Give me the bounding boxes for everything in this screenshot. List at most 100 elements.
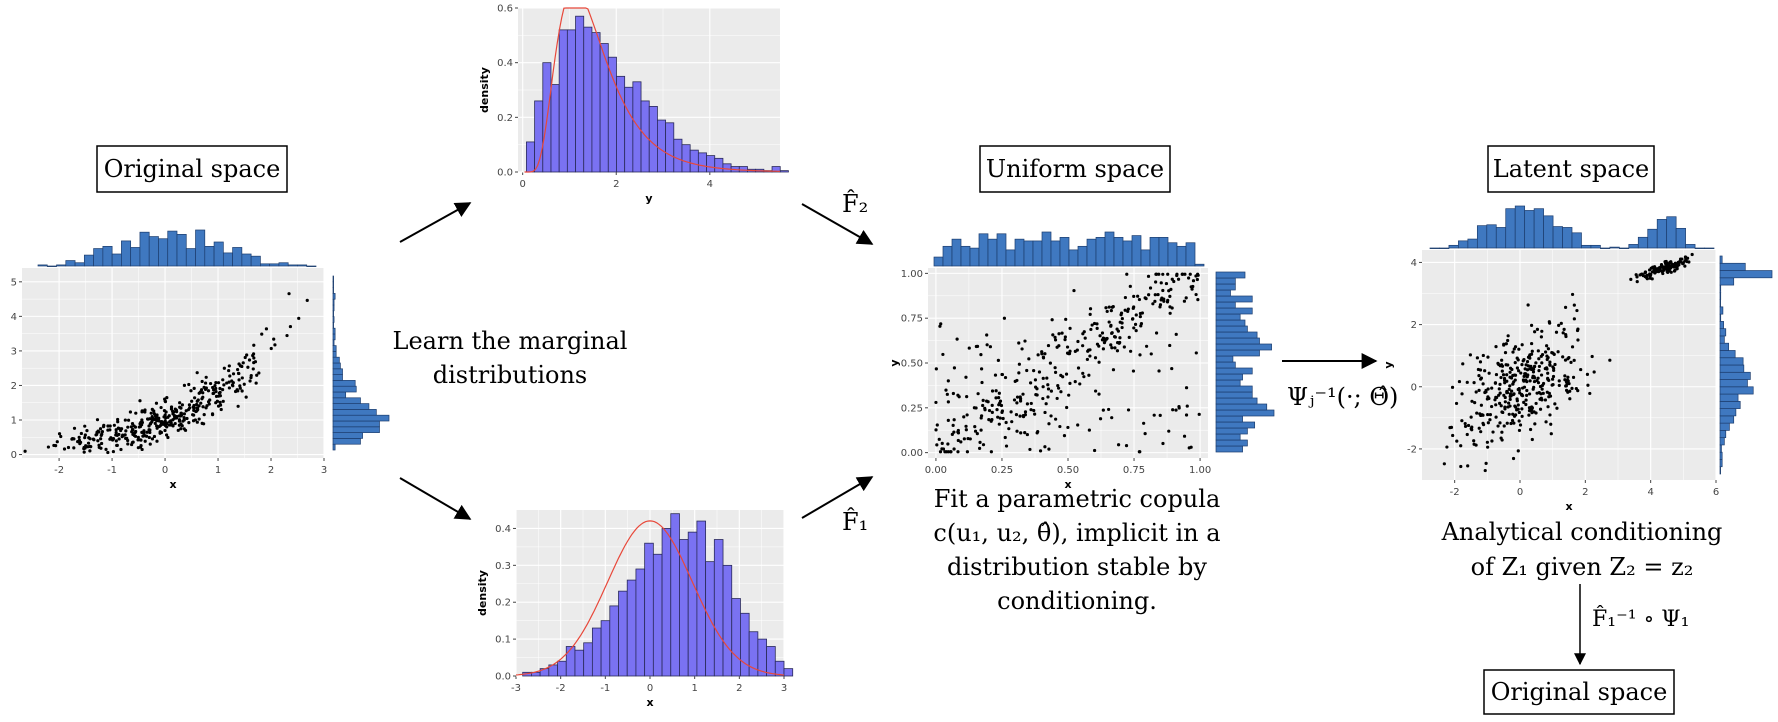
uniform_scatter-point bbox=[1088, 307, 1093, 311]
original_scatter-point bbox=[205, 404, 209, 408]
original_scatter-point bbox=[194, 409, 198, 414]
original_scatter-point bbox=[158, 423, 163, 428]
original_scatter-point bbox=[100, 441, 104, 446]
latent_scatter-top-marginal-bar bbox=[1628, 244, 1639, 249]
uniform_scatter-point bbox=[1127, 335, 1131, 339]
density_x-bar bbox=[565, 646, 576, 677]
density_x-bar bbox=[557, 660, 567, 677]
original_scatter-point bbox=[57, 432, 62, 436]
latent_scatter-point bbox=[1494, 395, 1498, 399]
latent_scatter-top-marginal-bar bbox=[1694, 247, 1705, 249]
uniform_scatter-point bbox=[1137, 297, 1142, 302]
uniform_scatter-right-marginal-bar bbox=[1215, 289, 1231, 297]
original_scatter-top-marginal-bar bbox=[241, 253, 252, 267]
uniform_scatter-point bbox=[1168, 343, 1172, 348]
latent_scatter-point bbox=[1510, 418, 1515, 423]
uniform_scatter-point bbox=[1118, 340, 1122, 345]
latent_scatter-point bbox=[1478, 412, 1482, 416]
uniform_scatter-point bbox=[1087, 428, 1091, 432]
density_y-bar bbox=[779, 170, 789, 173]
original_scatter-point bbox=[111, 437, 115, 441]
uniform_scatter-point bbox=[1098, 334, 1102, 338]
arrow-to-density-y bbox=[399, 202, 472, 243]
uniform_scatter-point bbox=[1013, 379, 1017, 383]
latent_scatter-point bbox=[1530, 410, 1534, 415]
original_scatter-point bbox=[248, 379, 252, 383]
original_scatter-right-marginal-bar bbox=[332, 287, 334, 294]
original_scatter-point bbox=[272, 337, 276, 341]
original_scatter-right-marginal-bar bbox=[332, 438, 361, 445]
latent_scatter-point bbox=[1536, 349, 1540, 353]
uniform_scatter-point bbox=[1113, 335, 1117, 339]
latent_scatter-point bbox=[1466, 423, 1471, 428]
uniform_scatter-point bbox=[1046, 387, 1051, 391]
uniform_scatter-point bbox=[1000, 409, 1005, 413]
original_scatter-point bbox=[120, 435, 124, 439]
latent_scatter-right-marginal-bar bbox=[1719, 277, 1735, 286]
latent_scatter-point bbox=[1530, 366, 1534, 370]
uniform_scatter-right-marginal-bar bbox=[1215, 391, 1253, 399]
uniform_scatter-point bbox=[1120, 316, 1124, 321]
uniform_scatter-x-tick-label: 0.25 bbox=[991, 465, 1013, 476]
uniform_scatter-point bbox=[1123, 295, 1128, 300]
latent_scatter-point bbox=[1498, 382, 1502, 386]
original_scatter-point bbox=[153, 417, 157, 421]
uniform_scatter-point bbox=[1086, 349, 1090, 353]
original_scatter-point bbox=[192, 386, 196, 390]
uniform_scatter-y-axis-label: y bbox=[888, 359, 901, 366]
latent_scatter-point bbox=[1546, 347, 1550, 351]
original_scatter-y-tick-label: 1 bbox=[11, 416, 17, 427]
uniform_scatter-point bbox=[1097, 344, 1101, 348]
uniform_scatter-point bbox=[1029, 408, 1033, 412]
uniform_scatter-point bbox=[956, 438, 960, 443]
original_scatter-point bbox=[195, 420, 199, 424]
density_y-bar bbox=[706, 155, 716, 173]
uniform_scatter-point bbox=[941, 447, 946, 451]
original_scatter-point bbox=[133, 425, 138, 429]
original_scatter-right-marginal-bar bbox=[332, 298, 335, 306]
uniform_scatter-point bbox=[934, 428, 938, 432]
latent_scatter-point bbox=[1508, 384, 1512, 388]
latent_scatter-point bbox=[1680, 257, 1684, 261]
uniform_scatter-point bbox=[1184, 386, 1189, 390]
original_scatter-point bbox=[238, 384, 242, 388]
latent_scatter-point bbox=[1541, 391, 1545, 395]
latent_scatter-right-marginal-bar bbox=[1719, 350, 1736, 359]
original_scatter-point bbox=[208, 398, 212, 402]
original_scatter-right-marginal-bar bbox=[332, 333, 336, 341]
uniform_scatter-point bbox=[1116, 329, 1120, 333]
latent_scatter-right-marginal-bar bbox=[1719, 444, 1722, 453]
latent_scatter-top-marginal-bar bbox=[1647, 228, 1658, 249]
uniform_scatter-point bbox=[1138, 311, 1143, 316]
original_scatter-point bbox=[148, 421, 153, 426]
latent_scatter-point bbox=[1547, 378, 1551, 382]
title-box-original-space-final: Original space bbox=[1483, 669, 1675, 715]
original_scatter-point bbox=[150, 418, 155, 422]
original_scatter-point bbox=[182, 412, 186, 416]
latent_scatter-top-marginal-bar bbox=[1448, 244, 1459, 249]
uniform_scatter-point bbox=[1109, 343, 1113, 347]
latent_scatter-point bbox=[1563, 305, 1568, 309]
conditioning-line2: of Z₁ given Z₂ = z₂ bbox=[1471, 553, 1694, 581]
latent_scatter-point bbox=[1470, 428, 1474, 432]
uniform_scatter-point bbox=[1051, 333, 1055, 337]
uniform_scatter-point bbox=[940, 441, 944, 445]
latent_scatter-point bbox=[1551, 377, 1555, 381]
uniform_scatter-point bbox=[1053, 370, 1058, 374]
latent_scatter-point bbox=[1483, 468, 1487, 473]
original_scatter-point bbox=[76, 440, 80, 444]
original_scatter-point bbox=[273, 343, 277, 347]
original_scatter-point bbox=[138, 438, 142, 442]
original_scatter-point bbox=[130, 442, 134, 447]
uniform_scatter-point bbox=[1058, 424, 1062, 429]
original_scatter-point bbox=[145, 434, 149, 438]
latent_scatter-point bbox=[1445, 445, 1449, 449]
uniform_scatter-point bbox=[934, 400, 938, 405]
latent_scatter-right-marginal-bar bbox=[1719, 262, 1746, 271]
learn-marginals-line2: distributions bbox=[433, 361, 588, 389]
uniform_scatter-point bbox=[1036, 430, 1040, 434]
density_y-bar bbox=[591, 32, 601, 173]
uniform_scatter-right-marginal-bar bbox=[1215, 385, 1253, 393]
latent_scatter-point bbox=[1563, 378, 1567, 382]
latent_scatter-point bbox=[1505, 373, 1509, 377]
